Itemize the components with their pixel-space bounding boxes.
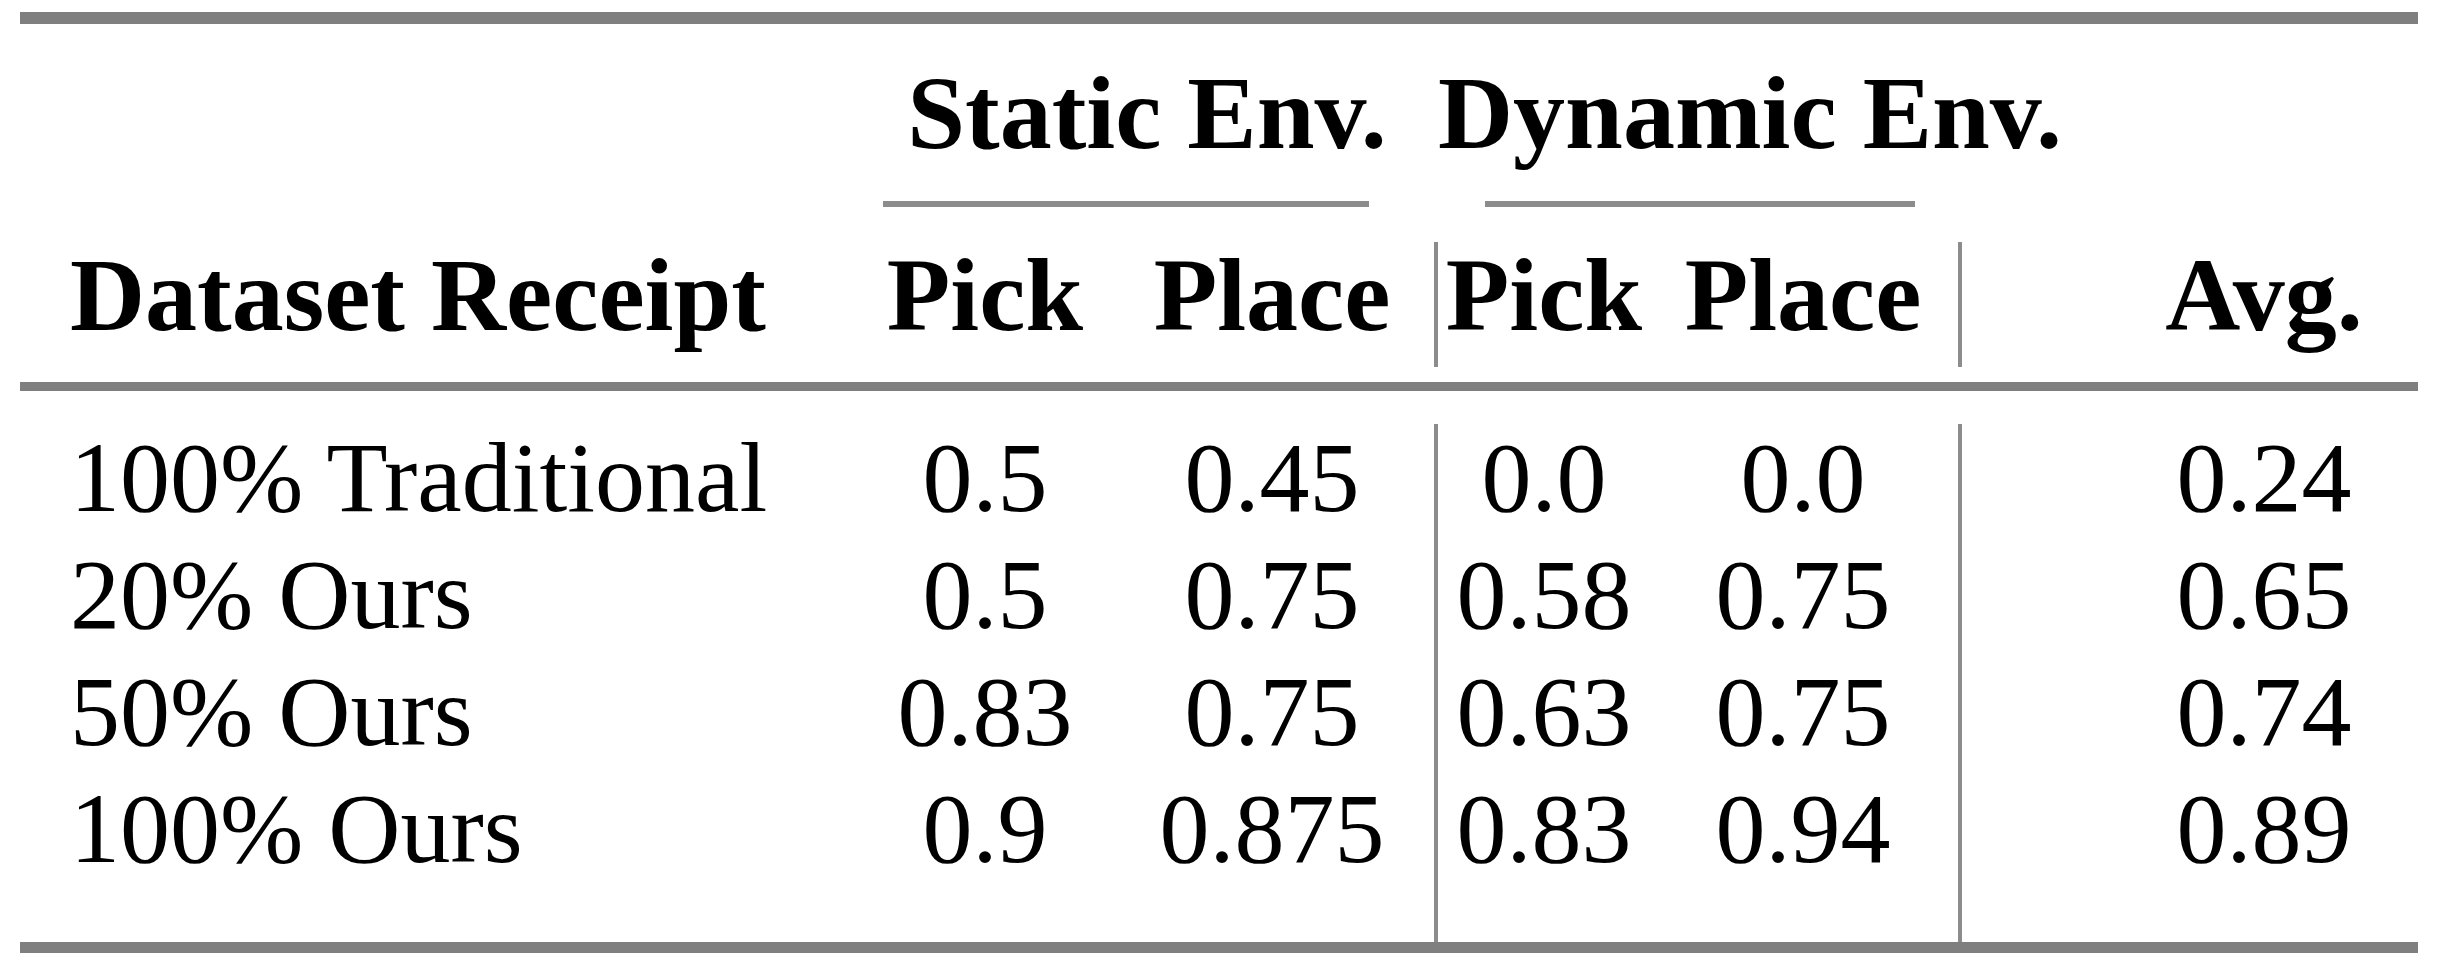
- col-header-dynamic-pick: Pick: [1438, 243, 1650, 347]
- group-header-dynamic-env: Dynamic Env.: [1438, 61, 1956, 165]
- table-row: 100% Ours 0.9 0.875 0.83 0.94 0.89: [20, 770, 2418, 887]
- row-3-dynamic-pick: 0.83: [1438, 779, 1650, 879]
- row-2-avg: 0.74: [1960, 662, 2418, 762]
- column-header-row: Dataset Receipt Pick Place Pick Place Av…: [20, 207, 2418, 382]
- results-table-figure: Static Env. Dynamic Env. Dataset Receipt…: [0, 0, 2440, 966]
- row-1-avg: 0.65: [1960, 545, 2418, 645]
- row-0-dynamic-place: 0.0: [1650, 428, 1956, 528]
- row-0-static-pick: 0.5: [860, 428, 1110, 528]
- row-2-static-pick: 0.83: [860, 662, 1110, 762]
- top-rule: [20, 12, 2418, 24]
- table-row: 50% Ours 0.83 0.75 0.63 0.75 0.74: [20, 653, 2418, 770]
- row-3-avg: 0.89: [1960, 779, 2418, 879]
- row-0-label: 100% Traditional: [20, 428, 860, 528]
- row-2-static-place: 0.75: [1110, 662, 1434, 762]
- row-1-dynamic-place: 0.75: [1650, 545, 1956, 645]
- table-row: 100% Traditional 0.5 0.45 0.0 0.0 0.24: [20, 419, 2418, 536]
- row-2-dynamic-pick: 0.63: [1438, 662, 1650, 762]
- row-1-static-place: 0.75: [1110, 545, 1434, 645]
- row-1-static-pick: 0.5: [860, 545, 1110, 645]
- col-header-dataset-receipt: Dataset Receipt: [20, 243, 860, 347]
- header-midrule: [20, 382, 2418, 391]
- row-2-dynamic-place: 0.75: [1650, 662, 1956, 762]
- column-group-header-row: Static Env. Dynamic Env.: [20, 24, 2418, 201]
- row-3-label: 100% Ours: [20, 779, 860, 879]
- row-3-static-pick: 0.9: [860, 779, 1110, 879]
- row-0-dynamic-pick: 0.0: [1438, 428, 1650, 528]
- bottom-rule: [20, 942, 2418, 953]
- col-header-dynamic-place: Place: [1650, 243, 1956, 347]
- row-1-dynamic-pick: 0.58: [1438, 545, 1650, 645]
- col-header-static-pick: Pick: [860, 243, 1110, 347]
- group-header-static-env: Static Env.: [860, 61, 1434, 165]
- row-0-static-place: 0.45: [1110, 428, 1434, 528]
- row-3-static-place: 0.875: [1110, 779, 1434, 879]
- table-row: 20% Ours 0.5 0.75 0.58 0.75 0.65: [20, 536, 2418, 653]
- row-2-label: 50% Ours: [20, 662, 860, 762]
- row-3-dynamic-place: 0.94: [1650, 779, 1956, 879]
- col-header-avg: Avg.: [1960, 243, 2418, 347]
- col-header-static-place: Place: [1110, 243, 1434, 347]
- row-1-label: 20% Ours: [20, 545, 860, 645]
- row-0-avg: 0.24: [1960, 428, 2418, 528]
